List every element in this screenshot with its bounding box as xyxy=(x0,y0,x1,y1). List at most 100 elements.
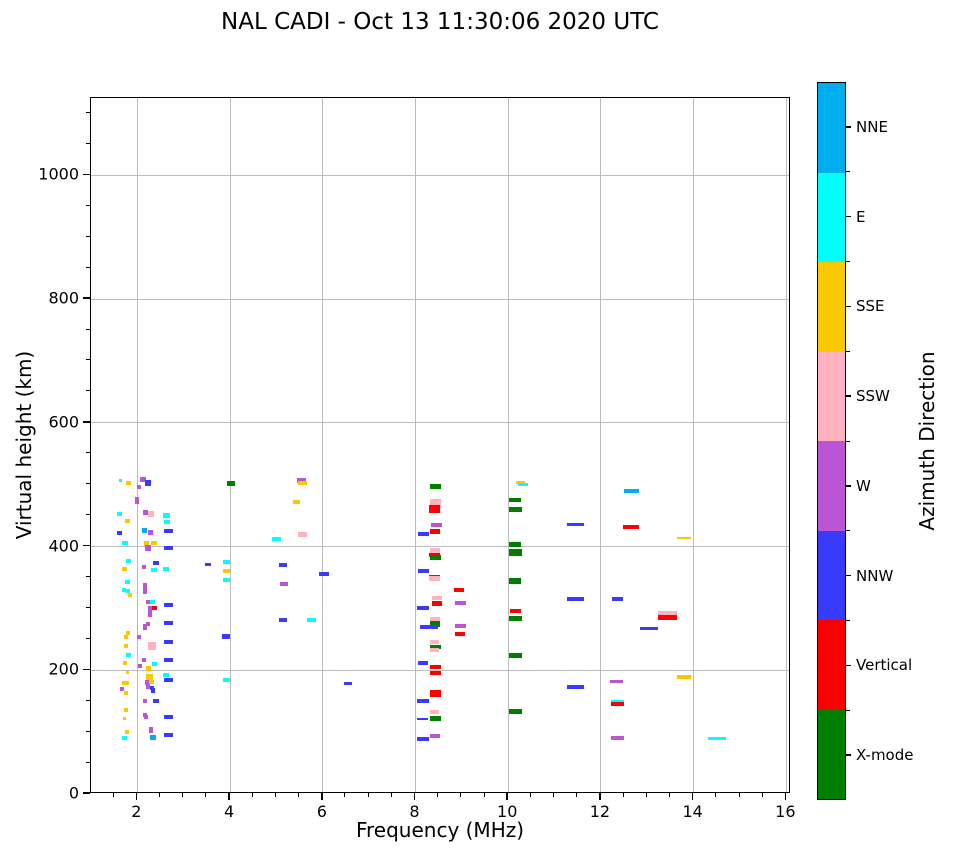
colorbar-label-vertical: Vertical xyxy=(856,656,913,675)
data-point-w xyxy=(144,679,149,685)
data-point-sse xyxy=(150,541,157,546)
x-minor-tick xyxy=(112,793,114,797)
data-point-e xyxy=(271,537,281,542)
data-point-nnw xyxy=(163,602,173,607)
y-major-tick xyxy=(83,297,90,299)
colorbar-boundary-tick xyxy=(846,709,850,711)
plot-area xyxy=(90,97,790,793)
colorbar xyxy=(817,82,846,800)
data-point-w xyxy=(146,600,151,605)
x-axis-label: Frequency (MHz) xyxy=(355,818,525,842)
y-tick-label: 600 xyxy=(48,412,79,432)
data-point-ssw xyxy=(430,640,440,645)
data-point-e xyxy=(162,566,169,571)
data-point-w xyxy=(138,663,143,668)
x-minor-tick xyxy=(159,793,161,797)
gridline-x-16 xyxy=(785,98,787,792)
data-point-ssw xyxy=(431,595,442,600)
x-minor-tick xyxy=(622,793,624,797)
colorbar-boundary-tick xyxy=(846,261,850,262)
data-point-x xyxy=(509,542,522,548)
data-point-ssw xyxy=(430,616,441,621)
colorbar-boundary-tick xyxy=(846,530,850,532)
gridline-x-10 xyxy=(507,98,509,792)
data-point-ssw xyxy=(430,709,440,714)
data-point-w xyxy=(145,683,150,689)
colorbar-tick xyxy=(846,305,851,308)
data-point-x xyxy=(509,578,522,585)
colorbar-boundary-tick xyxy=(846,440,850,442)
data-point-w xyxy=(430,734,441,739)
x-minor-tick xyxy=(761,793,763,797)
data-point-w xyxy=(147,606,152,611)
x-major-tick xyxy=(506,793,508,800)
colorbar-segment-x-mode xyxy=(818,709,845,799)
data-point-w xyxy=(280,582,289,587)
data-point-e xyxy=(163,520,170,525)
x-minor-tick xyxy=(738,793,740,797)
data-point-v xyxy=(454,587,465,592)
x-tick-label: 8 xyxy=(409,802,420,821)
data-point-sse xyxy=(677,537,692,540)
plot-title: NAL CADI - Oct 13 11:30:06 2020 UTC xyxy=(221,9,659,35)
data-point-nnw xyxy=(163,529,173,534)
colorbar-segment-vertical xyxy=(818,620,845,710)
data-point-nnw xyxy=(319,571,330,576)
data-point-nnw xyxy=(420,624,439,629)
y-minor-tick xyxy=(86,483,90,485)
colorbar-tick xyxy=(846,574,851,577)
data-point-nnw xyxy=(163,621,173,626)
data-point-ssw xyxy=(430,548,441,555)
data-point-nnw xyxy=(639,627,658,631)
data-point-v xyxy=(623,524,640,529)
data-point-w xyxy=(137,634,142,639)
colorbar-segment-e xyxy=(818,172,845,262)
data-point-sse xyxy=(222,569,230,574)
colorbar-segment-w xyxy=(818,441,845,531)
gridline-x-6 xyxy=(322,98,324,792)
y-minor-tick xyxy=(86,328,90,330)
data-point-v xyxy=(431,600,442,606)
y-major-tick xyxy=(83,173,90,176)
x-tick-label: 2 xyxy=(131,802,142,821)
data-point-nnw xyxy=(205,562,212,566)
colorbar-label-ssw: SSW xyxy=(856,387,890,406)
data-point-e xyxy=(222,560,230,564)
colorbar-tick xyxy=(846,664,851,667)
colorbar-tick xyxy=(846,485,851,487)
x-major-tick xyxy=(691,793,694,800)
data-point-x xyxy=(429,484,441,490)
data-point-e xyxy=(124,580,130,585)
data-point-w xyxy=(145,545,152,552)
gridline-x-12 xyxy=(600,98,602,792)
data-point-x xyxy=(508,616,522,622)
data-point-w xyxy=(120,687,125,692)
data-point-sse xyxy=(297,480,307,485)
y-minor-tick xyxy=(86,637,90,639)
data-point-w xyxy=(147,529,153,535)
data-point-w xyxy=(143,714,148,719)
x-minor-tick xyxy=(344,793,346,797)
data-point-e xyxy=(222,577,230,582)
x-major-tick xyxy=(228,793,230,800)
x-minor-tick xyxy=(645,793,647,797)
data-point-e xyxy=(707,736,726,740)
gridline-x-14 xyxy=(693,98,695,792)
data-point-nnw xyxy=(163,657,173,662)
data-point-sse xyxy=(677,675,692,680)
x-major-tick xyxy=(135,793,138,800)
data-point-sse xyxy=(124,690,129,695)
data-point-sse xyxy=(125,671,129,675)
gridline-y-400 xyxy=(91,546,789,548)
colorbar-title: Azimuth Direction xyxy=(915,351,939,531)
data-point-nnw xyxy=(566,597,584,602)
data-point-nnw xyxy=(416,699,429,704)
y-axis-label: Virtual height (km) xyxy=(12,350,36,540)
colorbar-tick xyxy=(846,126,851,128)
data-point-sse xyxy=(292,499,300,504)
data-point-v xyxy=(610,701,624,706)
x-minor-tick xyxy=(205,793,207,797)
data-point-v xyxy=(429,504,440,513)
data-point-e xyxy=(116,511,122,516)
colorbar-boundary-tick xyxy=(846,620,850,621)
